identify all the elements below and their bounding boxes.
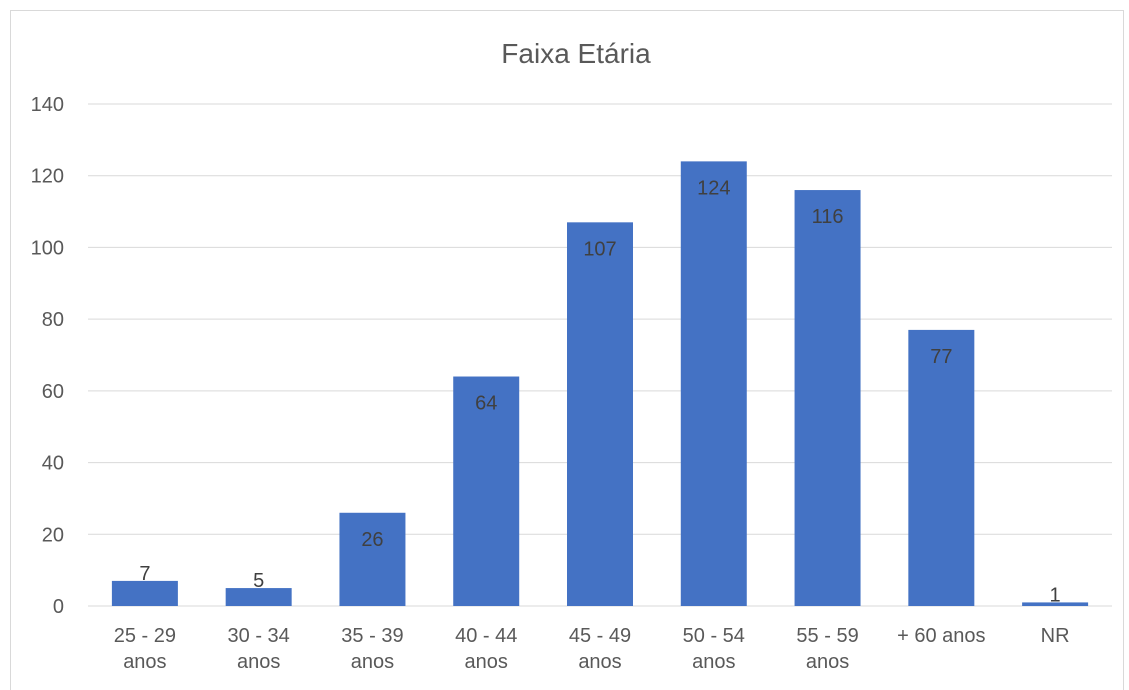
x-tick-label: 45 - 49 (569, 625, 631, 647)
bars (111, 161, 1089, 607)
bar (111, 580, 178, 606)
bar (567, 222, 633, 607)
y-tick-label: 120 (31, 166, 64, 188)
data-label: 116 (812, 206, 844, 228)
x-tick-label: 50 - 54 (683, 625, 745, 647)
y-tick-label: 80 (42, 309, 64, 331)
bar (1022, 602, 1089, 606)
x-tick-label: anos (578, 651, 621, 673)
y-tick-label: 60 (42, 381, 64, 403)
x-tick-label: anos (351, 651, 394, 673)
x-tick-label: 55 - 59 (796, 625, 858, 647)
bar (339, 512, 406, 606)
y-axis-ticks: 0 20 40 60 80 100 120 140 (31, 94, 64, 618)
data-label: 5 (253, 570, 264, 592)
x-axis-ticks: 25 - 29 anos 30 - 34 anos 35 - 39 anos 40 - 44… (114, 625, 1070, 673)
y-tick-label: 40 (42, 453, 64, 475)
bar (680, 161, 747, 606)
x-tick-label: 30 - 34 (228, 625, 290, 647)
data-label: 107 (583, 238, 616, 260)
data-labels: 7 5 26 64 107 124 116 77 1 (139, 177, 1060, 606)
x-tick-label: 25 - 29 (114, 625, 176, 647)
x-tick-label: 35 - 39 (341, 625, 403, 647)
x-tick-label: 40 - 44 (455, 625, 517, 647)
bar (225, 588, 292, 606)
x-tick-label: anos (806, 651, 849, 673)
chart-frame (10, 10, 1124, 690)
bar (794, 190, 861, 607)
data-label: 124 (697, 177, 730, 199)
x-tick-label: anos (692, 651, 735, 673)
bar (908, 329, 975, 606)
data-label: 7 (139, 563, 150, 585)
chart-title: Faixa Etária (501, 38, 651, 69)
data-label: 64 (475, 393, 497, 415)
y-tick-label: 0 (53, 596, 64, 618)
y-tick-label: 20 (42, 524, 64, 546)
x-tick-label: + 60 anos (897, 625, 985, 647)
x-tick-label: anos (123, 651, 166, 673)
y-tick-label: 100 (31, 237, 64, 259)
data-label: 77 (930, 346, 952, 368)
x-tick-label: NR (1041, 625, 1070, 647)
data-label: 26 (361, 529, 383, 551)
y-tick-label: 140 (31, 94, 64, 116)
x-tick-label: anos (237, 651, 280, 673)
x-tick-label: anos (465, 651, 508, 673)
data-label: 1 (1050, 584, 1061, 606)
bar (453, 376, 520, 606)
